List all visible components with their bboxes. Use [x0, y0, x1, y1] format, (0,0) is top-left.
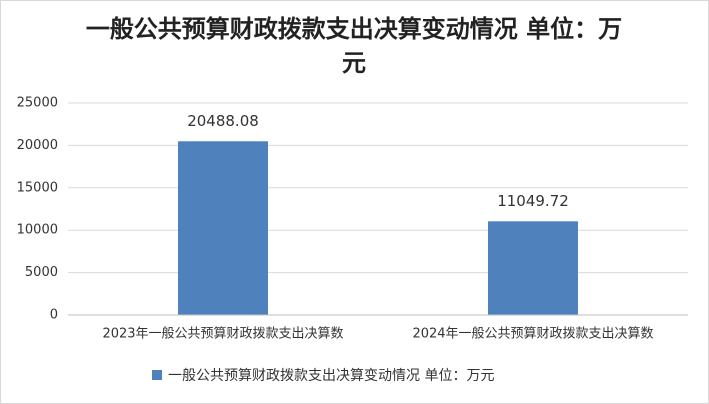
- legend-swatch: [152, 370, 162, 380]
- chart-title: 一般公共预算财政拨款支出决算变动情况 单位：万元: [85, 15, 623, 77]
- data-label: 11049.72: [497, 192, 569, 210]
- x-tick-label: 2024年一般公共预算财政拨款支出决算数: [412, 326, 653, 342]
- x-tick-label: 2023年一般公共预算财政拨款支出决算数: [102, 326, 343, 342]
- y-tick-label: 15000: [17, 180, 58, 195]
- bar: [178, 141, 268, 315]
- y-tick-label: 10000: [17, 223, 58, 238]
- y-tick-label: 20000: [17, 138, 58, 153]
- legend-label: 一般公共预算财政拨款支出决算变动情况 单位：万元: [168, 368, 494, 384]
- bar: [488, 221, 578, 315]
- y-tick-label: 5000: [25, 265, 58, 280]
- data-label: 20488.08: [187, 112, 259, 130]
- y-tick-label: 0: [50, 308, 58, 323]
- y-tick-label: 25000: [17, 96, 58, 111]
